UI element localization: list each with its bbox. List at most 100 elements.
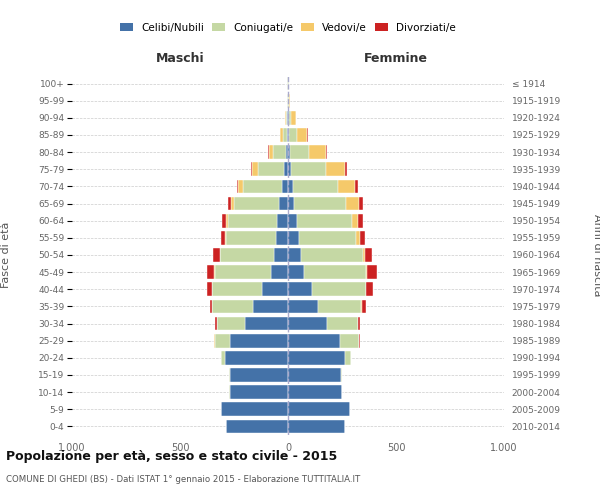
Bar	[288, 146, 290, 159]
Bar	[286, 146, 288, 159]
Bar	[238, 180, 242, 194]
Bar	[304, 266, 366, 279]
Bar	[288, 316, 327, 330]
Bar	[288, 111, 289, 124]
Bar	[288, 420, 345, 434]
Bar	[338, 180, 355, 194]
Bar	[345, 162, 347, 176]
Bar	[287, 128, 288, 142]
Bar	[296, 214, 352, 228]
Bar	[356, 231, 360, 244]
Bar	[326, 162, 345, 176]
Bar	[352, 214, 358, 228]
Bar	[276, 231, 288, 244]
Text: Popolazione per età, sesso e stato civile - 2015: Popolazione per età, sesso e stato civil…	[6, 450, 337, 463]
Bar	[360, 231, 365, 244]
Bar	[366, 266, 367, 279]
Bar	[283, 128, 287, 142]
Bar	[288, 282, 312, 296]
Bar	[212, 282, 262, 296]
Bar	[359, 196, 363, 210]
Bar	[296, 128, 307, 142]
Bar	[345, 351, 350, 364]
Bar	[217, 316, 245, 330]
Bar	[309, 146, 326, 159]
Bar	[231, 196, 234, 210]
Bar	[341, 368, 342, 382]
Bar	[327, 316, 358, 330]
Bar	[288, 368, 341, 382]
Bar	[288, 128, 289, 142]
Text: Femmine: Femmine	[364, 52, 428, 65]
Bar	[288, 334, 340, 347]
Bar	[215, 334, 230, 347]
Bar	[269, 146, 273, 159]
Bar	[245, 316, 288, 330]
Bar	[288, 180, 293, 194]
Bar	[318, 300, 361, 314]
Text: Fasce di età: Fasce di età	[1, 222, 11, 288]
Bar	[221, 351, 226, 364]
Bar	[288, 214, 296, 228]
Bar	[289, 94, 290, 108]
Bar	[226, 420, 288, 434]
Bar	[209, 300, 212, 314]
Bar	[285, 111, 286, 124]
Bar	[258, 162, 284, 176]
Bar	[289, 128, 296, 142]
Bar	[290, 146, 309, 159]
Bar	[220, 248, 274, 262]
Bar	[367, 266, 377, 279]
Legend: Celibi/Nubili, Coniugati/e, Vedovi/e, Divorziati/e: Celibi/Nubili, Coniugati/e, Vedovi/e, Di…	[120, 22, 456, 32]
Bar	[365, 248, 372, 262]
Bar	[359, 334, 360, 347]
Bar	[281, 180, 288, 194]
Bar	[230, 368, 288, 382]
Bar	[271, 266, 288, 279]
Bar	[273, 146, 286, 159]
Text: Anni di nascita: Anni di nascita	[592, 214, 600, 296]
Bar	[295, 196, 346, 210]
Bar	[274, 248, 288, 262]
Bar	[229, 368, 230, 382]
Bar	[312, 282, 366, 296]
Bar	[288, 162, 291, 176]
Bar	[288, 266, 304, 279]
Bar	[288, 386, 342, 399]
Bar	[280, 128, 283, 142]
Bar	[291, 162, 326, 176]
Bar	[284, 162, 288, 176]
Bar	[288, 231, 299, 244]
Bar	[358, 214, 363, 228]
Bar	[358, 316, 360, 330]
Bar	[287, 111, 288, 124]
Bar	[236, 180, 238, 194]
Bar	[215, 316, 217, 330]
Bar	[288, 402, 350, 416]
Bar	[206, 266, 214, 279]
Bar	[340, 334, 359, 347]
Bar	[207, 282, 212, 296]
Bar	[234, 196, 280, 210]
Bar	[253, 300, 288, 314]
Bar	[367, 282, 373, 296]
Bar	[230, 334, 288, 347]
Bar	[222, 214, 226, 228]
Bar	[228, 196, 231, 210]
Bar	[299, 231, 356, 244]
Text: Maschi: Maschi	[155, 52, 205, 65]
Bar	[277, 214, 288, 228]
Bar	[346, 196, 359, 210]
Bar	[221, 231, 226, 244]
Bar	[215, 266, 271, 279]
Bar	[226, 351, 288, 364]
Bar	[355, 180, 358, 194]
Bar	[212, 300, 253, 314]
Bar	[242, 180, 281, 194]
Bar	[251, 162, 253, 176]
Bar	[288, 196, 295, 210]
Bar	[288, 248, 301, 262]
Bar	[289, 111, 291, 124]
Bar	[288, 351, 345, 364]
Bar	[301, 248, 362, 262]
